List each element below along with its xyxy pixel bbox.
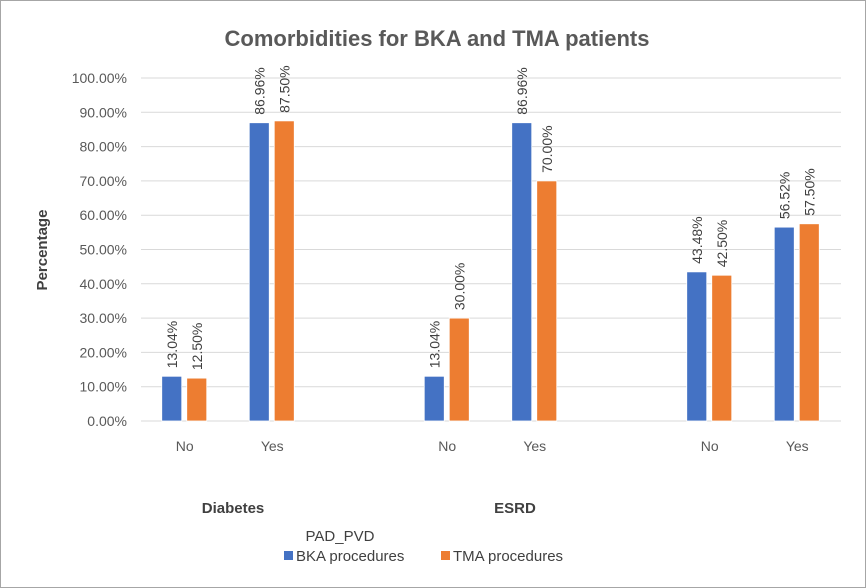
legend-swatch bbox=[284, 551, 293, 560]
y-tick-label: 30.00% bbox=[80, 310, 127, 326]
group-label: Diabetes bbox=[202, 500, 265, 517]
x-tick-label: No bbox=[176, 438, 194, 454]
x-tick-label: Yes bbox=[523, 438, 546, 454]
y-tick-label: 20.00% bbox=[80, 344, 127, 360]
y-tick-label: 60.00% bbox=[80, 207, 127, 223]
y-tick-label: 40.00% bbox=[80, 276, 127, 292]
legend-label: BKA procedures bbox=[296, 548, 404, 565]
bar-bka bbox=[686, 271, 708, 422]
legend-label: TMA procedures bbox=[453, 548, 563, 565]
bar-tma bbox=[448, 317, 470, 422]
legend-swatch bbox=[441, 551, 450, 560]
data-label: 13.04% bbox=[426, 321, 442, 368]
bar-tma bbox=[798, 223, 820, 422]
data-label: 13.04% bbox=[164, 321, 180, 368]
x-tick-label: Yes bbox=[261, 438, 284, 454]
data-label: 42.50% bbox=[714, 220, 730, 267]
y-tick-label: 80.00% bbox=[80, 139, 127, 155]
data-label: 86.96% bbox=[251, 67, 267, 114]
bar-bka bbox=[248, 122, 270, 422]
data-label: 56.52% bbox=[776, 172, 792, 219]
data-label: 86.96% bbox=[514, 67, 530, 114]
data-label: 12.50% bbox=[189, 323, 205, 370]
bar-bka bbox=[511, 122, 533, 422]
y-tick-label: 90.00% bbox=[80, 104, 127, 120]
y-tick-label: 70.00% bbox=[80, 173, 127, 189]
bar-bka bbox=[161, 375, 183, 422]
group-label: ESRD bbox=[494, 500, 536, 517]
y-tick-label: 0.00% bbox=[87, 413, 127, 429]
data-label: 87.50% bbox=[276, 65, 292, 112]
bar-tma bbox=[186, 377, 208, 422]
data-label: 30.00% bbox=[451, 263, 467, 310]
bar-tma bbox=[273, 120, 295, 422]
data-label: 43.48% bbox=[689, 216, 705, 263]
y-tick-label: 10.00% bbox=[80, 379, 127, 395]
y-tick-label: 50.00% bbox=[80, 242, 127, 258]
bar-bka bbox=[423, 375, 445, 422]
data-label: 70.00% bbox=[539, 125, 555, 172]
group-label: PAD_PVD bbox=[306, 528, 375, 545]
data-label: 57.50% bbox=[801, 168, 817, 215]
x-tick-label: Yes bbox=[786, 438, 809, 454]
x-tick-label: No bbox=[438, 438, 456, 454]
x-tick-label: No bbox=[701, 438, 719, 454]
chart-title: Comorbidities for BKA and TMA patients bbox=[225, 26, 650, 51]
y-axis-title: Percentage bbox=[34, 210, 51, 291]
bar-tma bbox=[711, 274, 733, 422]
bar-tma bbox=[536, 180, 558, 422]
y-tick-label: 100.00% bbox=[72, 70, 127, 86]
bar-bka bbox=[773, 226, 795, 422]
